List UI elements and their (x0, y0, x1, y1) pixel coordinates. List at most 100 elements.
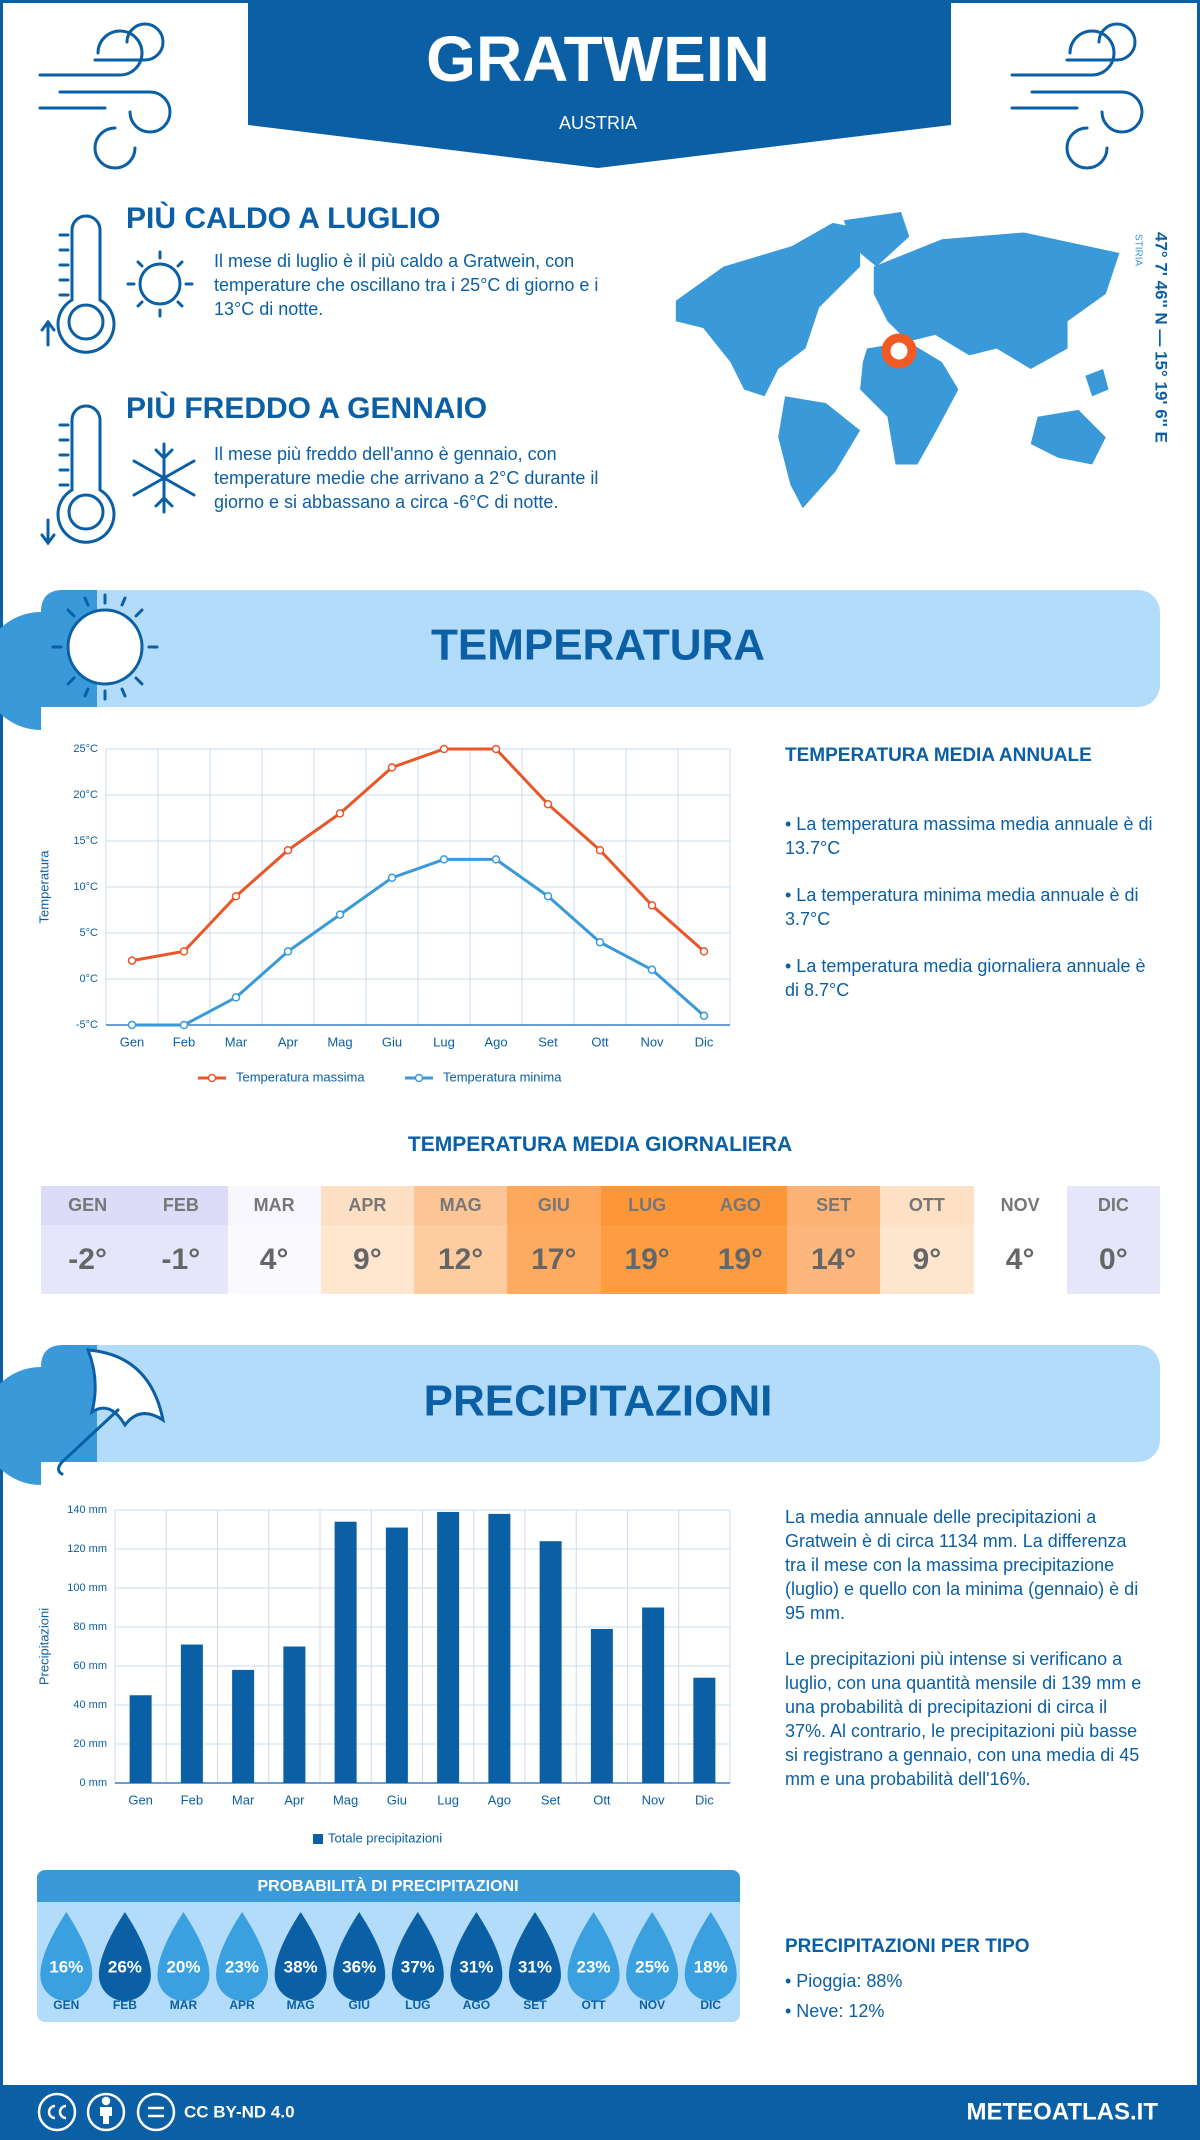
x-tick-label: Set (538, 1034, 558, 1049)
x-tick-label: Mag (333, 1792, 358, 1807)
type-list: • Pioggia: 88% • Neve: 12% (785, 1966, 1145, 2026)
month-value: -1° (134, 1225, 228, 1294)
y-tick-label: 120 mm (67, 1543, 107, 1555)
point (231, 993, 241, 1002)
legend-label: Temperatura minima (443, 1069, 562, 1084)
x-tick-label: Lug (437, 1792, 459, 1807)
probability-value: 26% (108, 1957, 142, 1976)
daily-column: NOV 4° (973, 1186, 1067, 1294)
point (699, 1011, 709, 1021)
probability-month: DIC (700, 1998, 721, 2012)
daily-column: APR 9° (320, 1186, 414, 1294)
x-tick-label: Giu (382, 1034, 402, 1049)
probability-value: 16% (49, 1957, 83, 1976)
probability-value: 36% (342, 1957, 376, 1976)
highlight-title: PIÙ CALDO A LUGLIO (126, 202, 441, 235)
daily-column: GIU 17° (507, 1186, 601, 1294)
location-marker (881, 333, 917, 369)
bar (180, 1644, 203, 1783)
point (491, 744, 501, 754)
probability-drop (684, 1912, 737, 2001)
point (179, 947, 189, 956)
y-tick-label: 0°C (80, 973, 99, 985)
month-header: LUG (600, 1186, 694, 1225)
x-tick-label: Gen (128, 1792, 153, 1807)
precipitation-summary: La media annuale delle precipitazioni a … (785, 1507, 1139, 1623)
x-tick-label: Feb (173, 1034, 195, 1049)
probability-month: OTT (582, 1998, 607, 2012)
country-name: AUSTRIA (559, 113, 637, 133)
y-tick-label: 60 mm (73, 1660, 107, 1672)
point (595, 845, 605, 855)
legend-label: Totale precipitazioni (328, 1830, 442, 1845)
probability-value: 31% (518, 1957, 552, 1976)
probability-value: 25% (635, 1957, 669, 1976)
bar (385, 1527, 408, 1783)
annual-item: • La temperatura media giornaliera annua… (785, 956, 1146, 1000)
highlight-text: Il mese più freddo dell'anno è gennaio, … (214, 444, 599, 512)
probability-value: 23% (577, 1957, 611, 1976)
x-tick-label: Ago (488, 1792, 511, 1807)
month-header: OTT (880, 1186, 974, 1225)
month-value: -2° (41, 1225, 135, 1294)
month-value: 4° (973, 1225, 1067, 1294)
daily-column: LUG 19° (600, 1186, 694, 1294)
hot-icon (40, 214, 194, 354)
wind-icon-left (38, 22, 172, 170)
daily-column: MAG 12° (414, 1186, 508, 1294)
y-tick-label: 5°C (80, 927, 99, 939)
line (131, 747, 705, 963)
probability-drop (157, 1912, 210, 2001)
section-title: PRECIPITAZIONI (424, 1377, 773, 1426)
point (439, 744, 449, 754)
coordinates: 47° 7' 46'' N — 15° 19' 6'' E (1152, 232, 1171, 443)
bar (232, 1669, 255, 1783)
month-header: FEB (134, 1186, 228, 1225)
x-tick-label: Apr (284, 1792, 305, 1807)
month-header: MAG (414, 1186, 508, 1225)
banner-corner (0, 1345, 97, 1485)
probability-box (37, 1870, 740, 2022)
bar (283, 1646, 306, 1783)
month-header: GEN (41, 1186, 135, 1225)
bar (488, 1513, 511, 1783)
bar (334, 1521, 357, 1783)
point (699, 947, 709, 956)
bar (129, 1695, 152, 1783)
month-value: 14° (787, 1225, 881, 1294)
month-header: GIU (507, 1186, 601, 1225)
line (132, 857, 705, 1027)
month-value: 17° (507, 1225, 601, 1294)
point (283, 845, 293, 855)
probability-value: 23% (225, 1957, 259, 1976)
cold-icon (40, 404, 196, 546)
x-tick-label: Nov (640, 1034, 664, 1049)
x-tick-label: Mar (225, 1034, 248, 1049)
month-value: 9° (880, 1225, 974, 1294)
x-tick-label: Ott (591, 1034, 609, 1049)
probability-value: 31% (459, 1957, 493, 1976)
x-tick-label: Feb (181, 1792, 203, 1807)
wind-icon-right (1010, 22, 1144, 170)
bar (590, 1628, 613, 1783)
month-value: 9° (320, 1225, 414, 1294)
daily-column: SET 14° (787, 1186, 881, 1294)
month-header: AGO (693, 1186, 787, 1225)
daily-column: FEB -1° (134, 1186, 228, 1294)
temperature-banner (41, 590, 1160, 707)
x-tick-label: Nov (642, 1792, 666, 1807)
probability-drop (626, 1912, 679, 2001)
month-header: MAR (227, 1186, 321, 1225)
y-tick-label: 0 mm (80, 1777, 108, 1789)
annual-title: TEMPERATURA MEDIA ANNUALE (785, 745, 1092, 766)
type-item: • Pioggia: 88% (785, 1971, 903, 1991)
x-tick-label: Set (541, 1792, 561, 1807)
point (491, 855, 501, 864)
probability-month: SET (523, 1998, 547, 2012)
bar (693, 1677, 716, 1783)
section-title: TEMPERATURA (431, 621, 765, 670)
month-header: SET (787, 1186, 881, 1225)
probability-drop (98, 1912, 151, 2001)
